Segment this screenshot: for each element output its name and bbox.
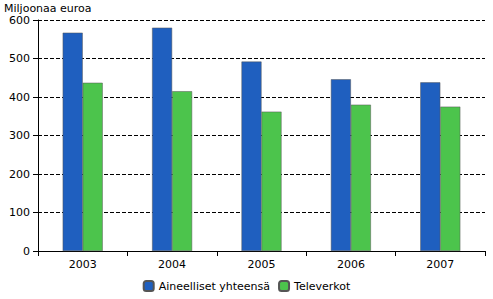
- svg-text:500: 500: [9, 52, 30, 65]
- svg-text:2007: 2007: [426, 258, 454, 271]
- svg-text:2005: 2005: [248, 258, 276, 271]
- svg-text:Aineelliset yhteensä: Aineelliset yhteensä: [159, 280, 270, 293]
- svg-text:2006: 2006: [337, 258, 365, 271]
- svg-text:2004: 2004: [158, 258, 186, 271]
- svg-text:Miljoonaa euroa: Miljoonaa euroa: [4, 2, 92, 15]
- svg-text:600: 600: [9, 14, 30, 27]
- svg-text:200: 200: [9, 168, 30, 181]
- svg-text:2003: 2003: [69, 258, 97, 271]
- svg-text:0: 0: [23, 245, 30, 258]
- svg-text:300: 300: [9, 129, 30, 142]
- svg-text:100: 100: [9, 206, 30, 219]
- svg-text:400: 400: [9, 91, 30, 104]
- svg-text:Televerkot: Televerkot: [293, 280, 351, 293]
